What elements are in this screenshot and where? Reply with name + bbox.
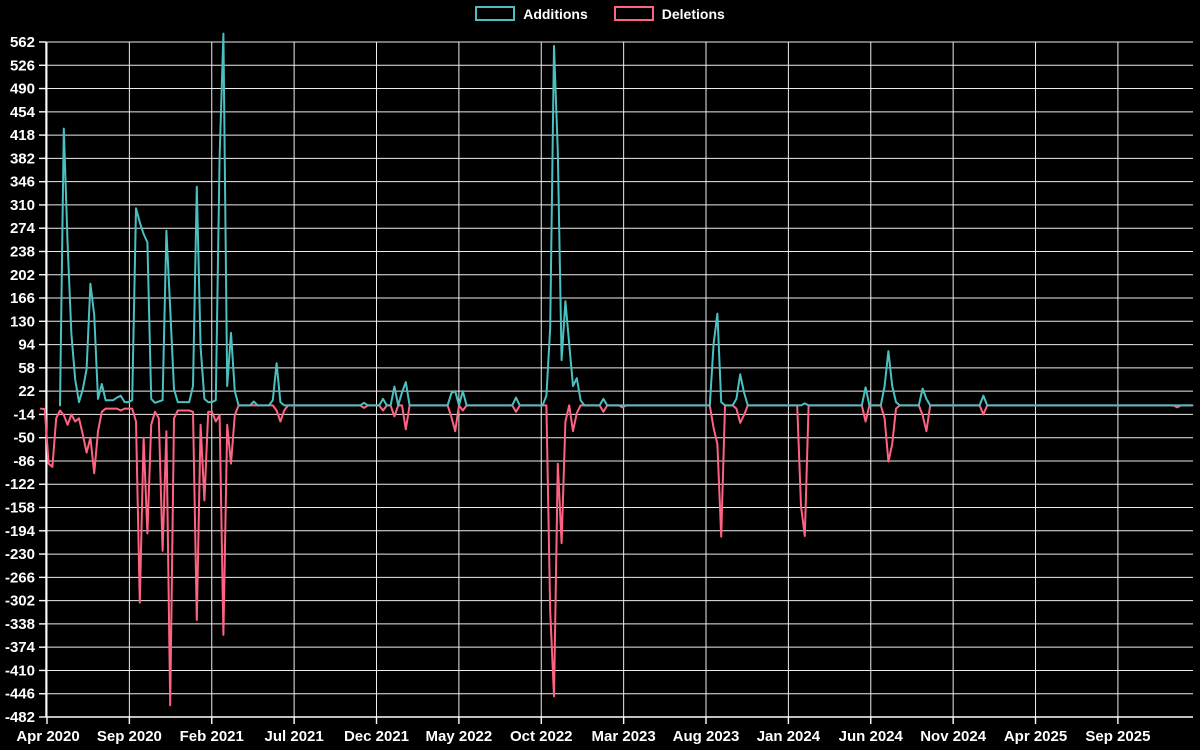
- svg-text:202: 202: [10, 267, 35, 284]
- svg-text:-338: -338: [5, 616, 35, 633]
- svg-text:-374: -374: [5, 639, 36, 656]
- svg-text:-158: -158: [5, 500, 35, 517]
- x-gridlines: [46, 42, 1119, 717]
- svg-text:454: 454: [10, 104, 36, 121]
- svg-text:526: 526: [10, 57, 35, 74]
- svg-text:Apr 2025: Apr 2025: [1004, 728, 1067, 745]
- deletions-line: [40, 404, 1194, 707]
- svg-text:94: 94: [18, 337, 35, 354]
- svg-text:166: 166: [10, 290, 35, 307]
- svg-text:-482: -482: [5, 709, 35, 726]
- svg-text:274: 274: [10, 220, 36, 237]
- svg-text:-410: -410: [5, 662, 35, 679]
- svg-text:-266: -266: [5, 569, 35, 586]
- svg-text:-86: -86: [13, 453, 35, 470]
- svg-text:Feb 2021: Feb 2021: [180, 728, 244, 745]
- svg-text:-302: -302: [5, 593, 35, 610]
- svg-text:346: 346: [10, 174, 35, 191]
- legend-item-deletions[interactable]: Deletions: [613, 5, 725, 22]
- svg-text:-50: -50: [13, 430, 35, 447]
- additions-line: [59, 32, 1194, 407]
- legend-label-additions: Additions: [523, 5, 588, 22]
- x-axis-labels: Apr 2020 Sep 2020 Feb 2021 Jul 2021 Dec 2021…: [16, 728, 1150, 745]
- svg-text:Nov 2024: Nov 2024: [920, 728, 987, 745]
- svg-text:22: 22: [18, 383, 35, 400]
- legend: Additions Deletions: [0, 6, 1200, 21]
- svg-text:-230: -230: [5, 546, 35, 563]
- svg-text:Mar 2023: Mar 2023: [592, 728, 656, 745]
- svg-text:Aug 2023: Aug 2023: [673, 728, 740, 745]
- y-axis-labels: 562 526 490 454 418 382 346 310 274 238 202 166 130 9…: [5, 34, 36, 726]
- svg-text:Sep 2020: Sep 2020: [97, 728, 162, 745]
- additions-swatch-icon: [475, 6, 516, 21]
- svg-text:Jan 2024: Jan 2024: [757, 728, 821, 745]
- svg-text:Dec 2021: Dec 2021: [344, 728, 409, 745]
- svg-text:-122: -122: [5, 476, 35, 493]
- axis-border: [45, 42, 1193, 718]
- svg-text:562: 562: [10, 34, 35, 51]
- svg-text:Jun 2024: Jun 2024: [839, 728, 904, 745]
- svg-text:-194: -194: [5, 523, 36, 540]
- x-axis-tick-marks: [46, 717, 1119, 724]
- deletions-swatch-icon: [613, 6, 654, 21]
- svg-text:Oct 2022: Oct 2022: [510, 728, 573, 745]
- svg-text:310: 310: [10, 197, 35, 214]
- svg-text:-446: -446: [5, 686, 35, 703]
- legend-label-deletions: Deletions: [661, 5, 725, 22]
- svg-text:130: 130: [10, 313, 35, 330]
- svg-text:-14: -14: [13, 406, 35, 423]
- svg-text:418: 418: [10, 127, 35, 144]
- legend-item-additions[interactable]: Additions: [475, 6, 588, 21]
- svg-text:490: 490: [10, 81, 35, 98]
- svg-text:382: 382: [10, 150, 35, 167]
- svg-text:May 2022: May 2022: [426, 728, 493, 745]
- svg-text:Sep 2025: Sep 2025: [1085, 728, 1150, 745]
- y-gridlines: [46, 41, 1193, 718]
- y-axis-tick-marks: [39, 41, 46, 718]
- svg-text:Apr 2020: Apr 2020: [16, 728, 79, 745]
- svg-text:Jul 2021: Jul 2021: [265, 728, 324, 745]
- svg-text:238: 238: [10, 243, 35, 260]
- svg-text:58: 58: [18, 360, 35, 377]
